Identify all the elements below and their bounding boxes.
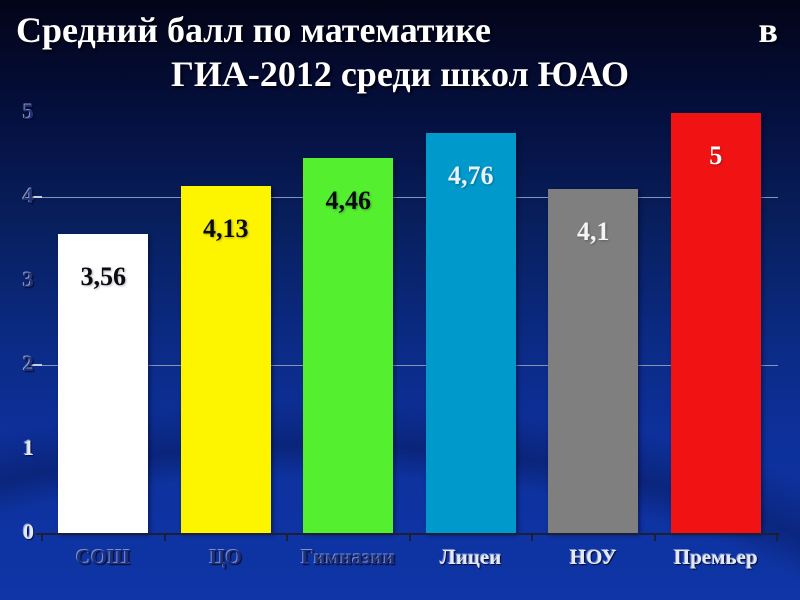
x-axis-tick-5 xyxy=(653,535,656,541)
chart-title-line1-text: Средний балл по математике xyxy=(16,10,492,50)
x-axis-line xyxy=(36,533,780,535)
bar-value-label-НОУ: 4,1 xyxy=(577,216,610,246)
bar-СОШ: 3,56 xyxy=(58,233,149,533)
y-tick-mark-4 xyxy=(30,196,42,198)
y-axis-label-4: 4 xyxy=(23,183,34,208)
y-axis-label-5: 5 xyxy=(23,99,34,124)
x-axis-label-Лицеи: Лицеи xyxy=(440,545,502,569)
bar-value-label-ЦО: 4,13 xyxy=(203,214,249,244)
bar-value-label-СОШ: 3,56 xyxy=(80,261,127,291)
bar-Премьер: 5 xyxy=(670,113,761,533)
x-axis-tick-6 xyxy=(776,535,778,541)
bar-Лицеи: 4,76 xyxy=(425,133,516,533)
x-axis-label-Премьер: Премьер xyxy=(673,545,758,569)
chart-title-line1: Средний балл по математике в xyxy=(0,8,800,52)
bar-ЦО: 4,13 xyxy=(180,186,271,533)
bar-value-label-Гимназии: 4,46 xyxy=(325,186,372,216)
y-axis-label-3: 3 xyxy=(23,267,34,292)
bar-value-label-Лицеи: 4,76 xyxy=(448,161,494,191)
y-axis-label-1: 1 xyxy=(23,435,34,460)
x-axis-label-Гимназии: Гимназии xyxy=(301,545,396,569)
y-tick-mark-2 xyxy=(30,364,42,366)
bar-value-label-Премьер: 5 xyxy=(709,141,723,170)
bar-НОУ: 4,1 xyxy=(548,188,639,533)
chart-title-line2: ГИА-2012 среди школ ЮАО xyxy=(170,54,630,94)
x-axis-label-НОУ: НОУ xyxy=(569,545,617,569)
x-axis-label-ЦО: ЦО xyxy=(209,545,242,569)
gridline-y2 xyxy=(38,365,778,366)
x-axis-tick-3 xyxy=(408,535,411,541)
y-axis-label-2: 2 xyxy=(23,351,34,376)
bar-Гимназии: 4,46 xyxy=(303,158,394,533)
x-axis-tick-2 xyxy=(286,535,288,541)
x-axis-tick-0 xyxy=(41,535,43,541)
gridline-y4 xyxy=(38,197,778,198)
x-axis-tick-1 xyxy=(163,535,166,541)
chart-title: Средний балл по математике в ГИА-2012 ср… xyxy=(0,8,800,96)
y-axis-label-0: 0 xyxy=(23,519,34,544)
x-axis-tick-4 xyxy=(531,535,533,541)
chart-title-line1-right-word: в xyxy=(758,10,778,50)
x-axis-label-СОШ: СОШ xyxy=(75,545,131,569)
